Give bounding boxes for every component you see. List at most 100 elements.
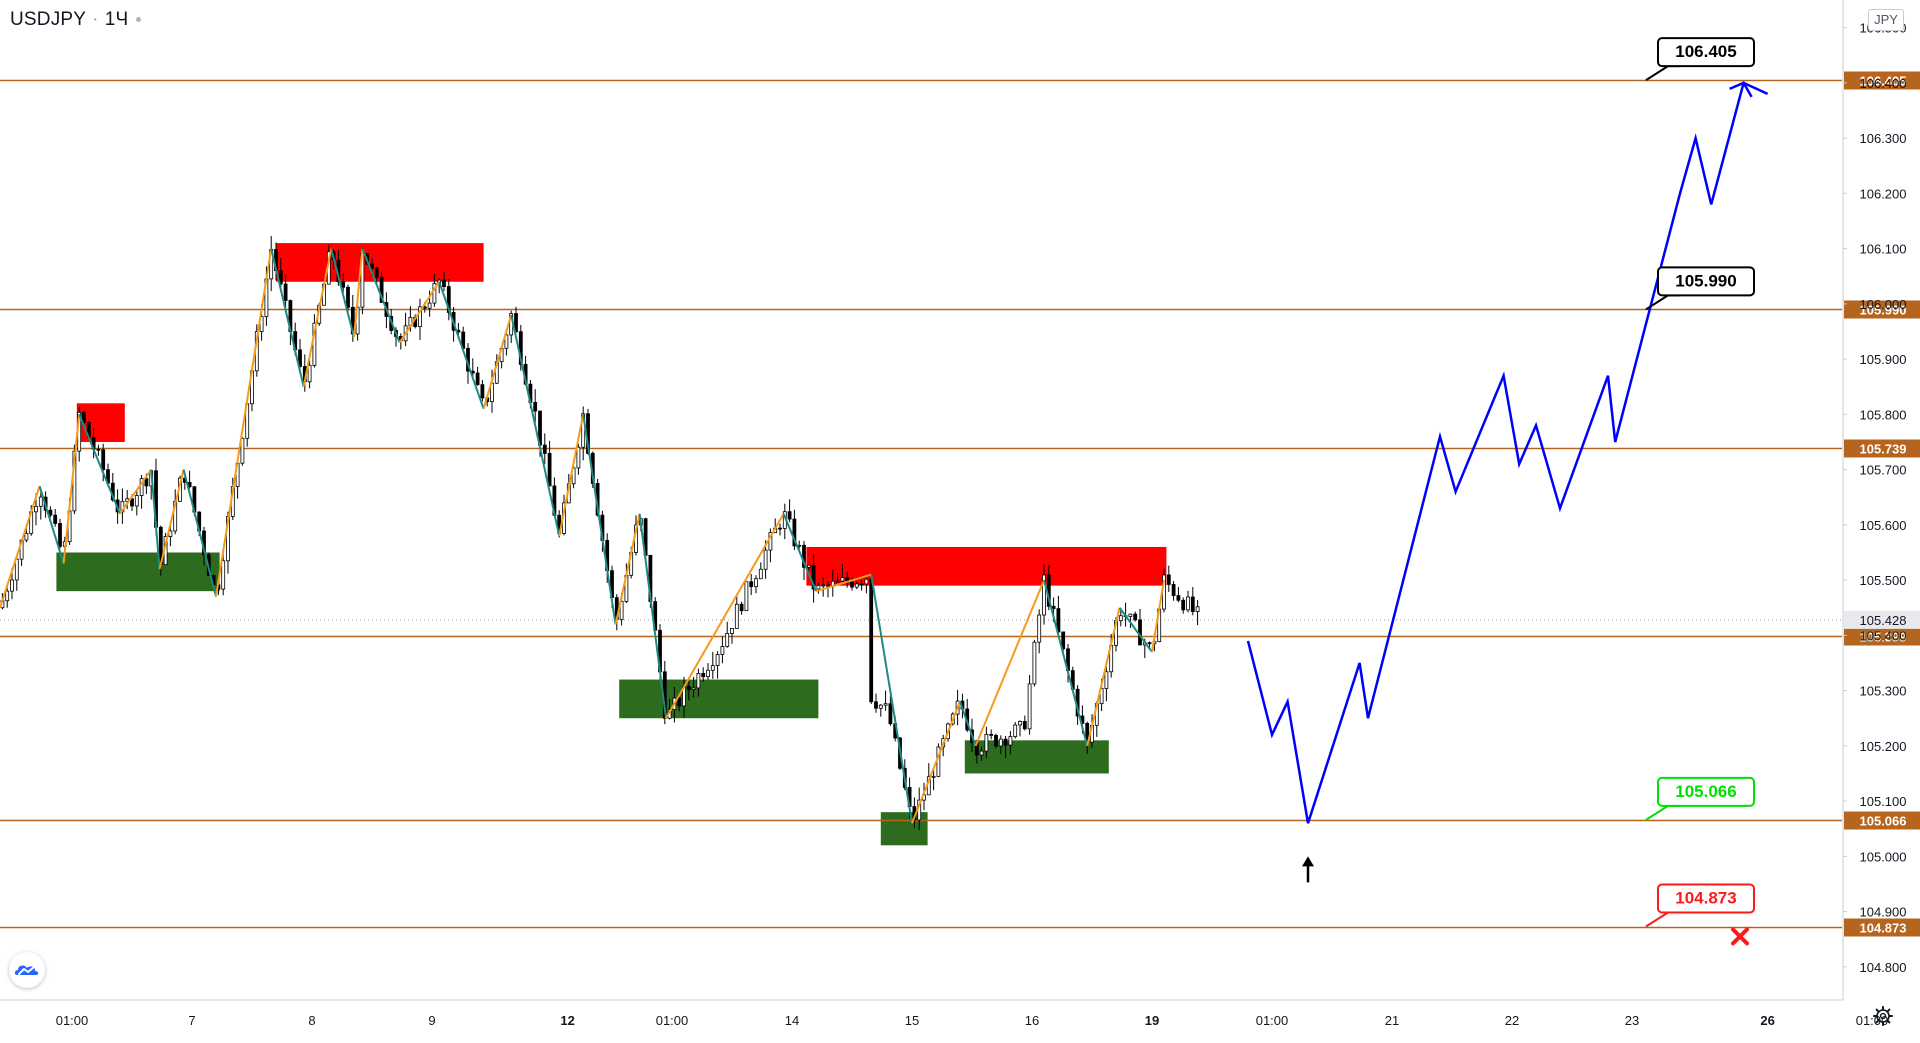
zigzag-segment: [215, 248, 273, 597]
candle-body: [1018, 720, 1022, 726]
candle-body: [802, 544, 806, 568]
candle-body: [763, 549, 768, 570]
callout-box: [1657, 883, 1755, 914]
x-tick-label: 21: [1385, 1013, 1399, 1028]
last-price-label: 105.428: [1860, 613, 1907, 628]
zigzag-segment: [1086, 607, 1121, 747]
candle-body: [1003, 738, 1008, 746]
zigzag-segment: [150, 469, 161, 570]
projection-path: [1246, 81, 1769, 824]
y-tick-label: 105.600: [1860, 518, 1907, 533]
candle-body: [82, 411, 86, 423]
candle-body: [374, 267, 379, 278]
candle-body: [840, 577, 845, 582]
tradingview-cloud-icon[interactable]: [9, 952, 45, 988]
candle-body: [835, 580, 840, 583]
candle-body: [221, 560, 226, 590]
y-tick-label: 105.500: [1860, 573, 1907, 588]
zigzag-segment: [614, 513, 641, 625]
candle-body: [706, 669, 710, 678]
zigzag-segment: [0, 485, 41, 609]
candle-body: [1008, 736, 1013, 746]
supply-zone: [806, 546, 1167, 586]
candle-body: [725, 633, 730, 647]
y-tick-label: 105.800: [1860, 407, 1907, 422]
x-tick-label: 01:00: [56, 1013, 89, 1028]
candle-body: [542, 444, 547, 454]
projection-arrowhead: [1729, 81, 1753, 98]
symbol-title[interactable]: USDJPY · 1Ч: [10, 9, 142, 31]
zigzag-segment: [302, 248, 333, 387]
candle-body: [370, 263, 374, 269]
level-price-tag: [1844, 811, 1920, 830]
zigzag-segment: [353, 248, 364, 338]
candle-body: [859, 583, 864, 586]
callout-box: [1657, 776, 1755, 807]
zigzag-segment: [38, 485, 65, 564]
candle-body: [686, 686, 691, 690]
candle-body: [1186, 596, 1190, 611]
level-price-label: 104.873: [1860, 921, 1907, 936]
candle-body: [1042, 574, 1046, 616]
candle-body: [504, 334, 509, 349]
candle-body: [346, 286, 350, 308]
candle-body: [850, 581, 854, 588]
candle-body: [96, 448, 101, 451]
demand-zone: [619, 679, 819, 719]
candle-body: [1195, 606, 1200, 612]
zigzag-segment: [78, 413, 121, 515]
zigzag-segment: [182, 469, 217, 597]
candle-body: [826, 584, 830, 587]
candle-body: [806, 564, 811, 568]
zigzag-segment: [974, 579, 1045, 747]
gear-icon[interactable]: [1872, 1005, 1894, 1027]
candle-body: [1037, 614, 1042, 643]
y-tick-label: 106.100: [1860, 242, 1907, 257]
zigzag-segment: [558, 414, 585, 537]
x-tick-label: 8: [308, 1013, 315, 1028]
candle-body: [1176, 595, 1181, 601]
candle-body: [34, 505, 38, 513]
candle-body: [730, 628, 734, 634]
callout-label: 105.066: [1675, 782, 1736, 801]
candle-body: [874, 701, 878, 709]
candle-body: [701, 672, 706, 678]
zigzag-segment: [959, 701, 977, 747]
candle-body: [432, 283, 437, 304]
candle-body: [1171, 584, 1176, 596]
candle-body: [1013, 724, 1018, 738]
candle-body: [1022, 720, 1027, 730]
y-tick-label: 105.100: [1860, 794, 1907, 809]
zigzag-segment: [158, 469, 185, 570]
currency-badge[interactable]: JPY: [1868, 9, 1904, 31]
candle-body: [1133, 613, 1138, 621]
level-price-tag: [1844, 918, 1920, 937]
candle-body: [720, 646, 725, 655]
x-tick-label: 15: [905, 1013, 919, 1028]
candle-body: [710, 665, 715, 671]
zigzag-segment: [510, 314, 561, 537]
candle-body: [816, 585, 821, 590]
candle-body: [1147, 642, 1152, 645]
candle-body: [1051, 605, 1056, 610]
market-status-dot: [136, 17, 142, 23]
x-tick-label: 01:00: [656, 1013, 689, 1028]
x-tick-label: 7: [188, 1013, 195, 1028]
candle-body: [888, 703, 893, 725]
candle-body: [1032, 641, 1037, 685]
candle-body: [5, 590, 10, 602]
candle-body: [989, 733, 994, 736]
symbol-name: USDJPY: [10, 9, 87, 30]
zigzag-segment: [1151, 579, 1165, 653]
candle-body: [994, 734, 998, 747]
y-tick-label: 104.800: [1860, 960, 1907, 975]
zigzag-segment: [638, 513, 667, 719]
y-tick-label: 106.000: [1860, 297, 1907, 312]
level-price-label: 106.405: [1860, 74, 1907, 89]
level-price-label: 105.739: [1860, 442, 1907, 457]
candle-body: [278, 270, 283, 285]
candle-body: [134, 495, 139, 507]
candle-body: [341, 281, 346, 288]
